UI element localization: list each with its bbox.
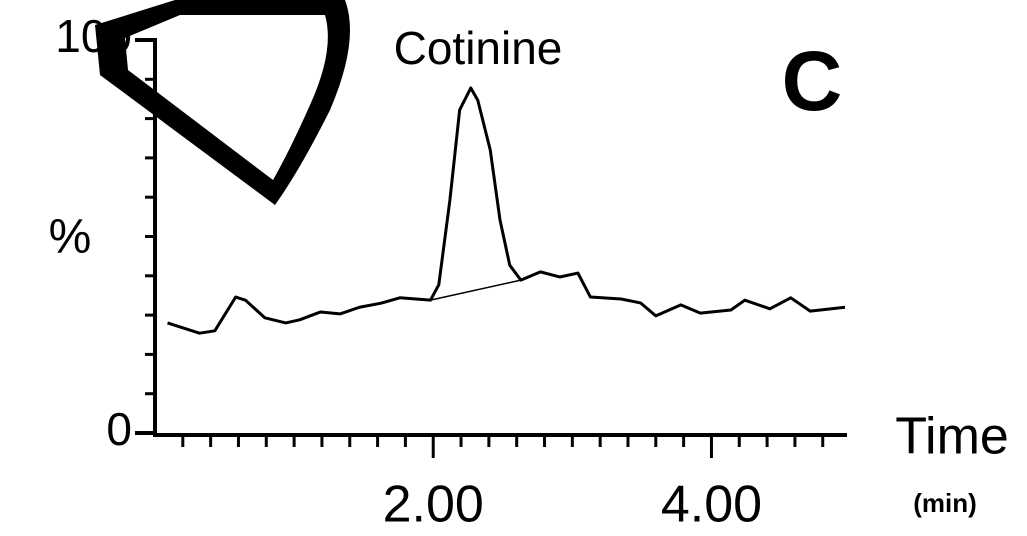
trace	[167, 86, 846, 335]
decoration-inner	[125, 15, 328, 180]
x-axis-unit: (min)	[913, 488, 977, 518]
y-tick-label: 0	[106, 403, 132, 455]
panel-label: C	[782, 34, 843, 128]
x-axis-label: Time	[895, 408, 1009, 466]
y-axis-label: %	[49, 211, 92, 264]
y-tick-label: 100	[55, 10, 132, 62]
integration-baseline	[430, 279, 522, 301]
x-tick-label: 4.00	[661, 476, 762, 534]
x-tick-label: 2.00	[383, 476, 484, 534]
annotation: Cotinine	[394, 22, 563, 74]
